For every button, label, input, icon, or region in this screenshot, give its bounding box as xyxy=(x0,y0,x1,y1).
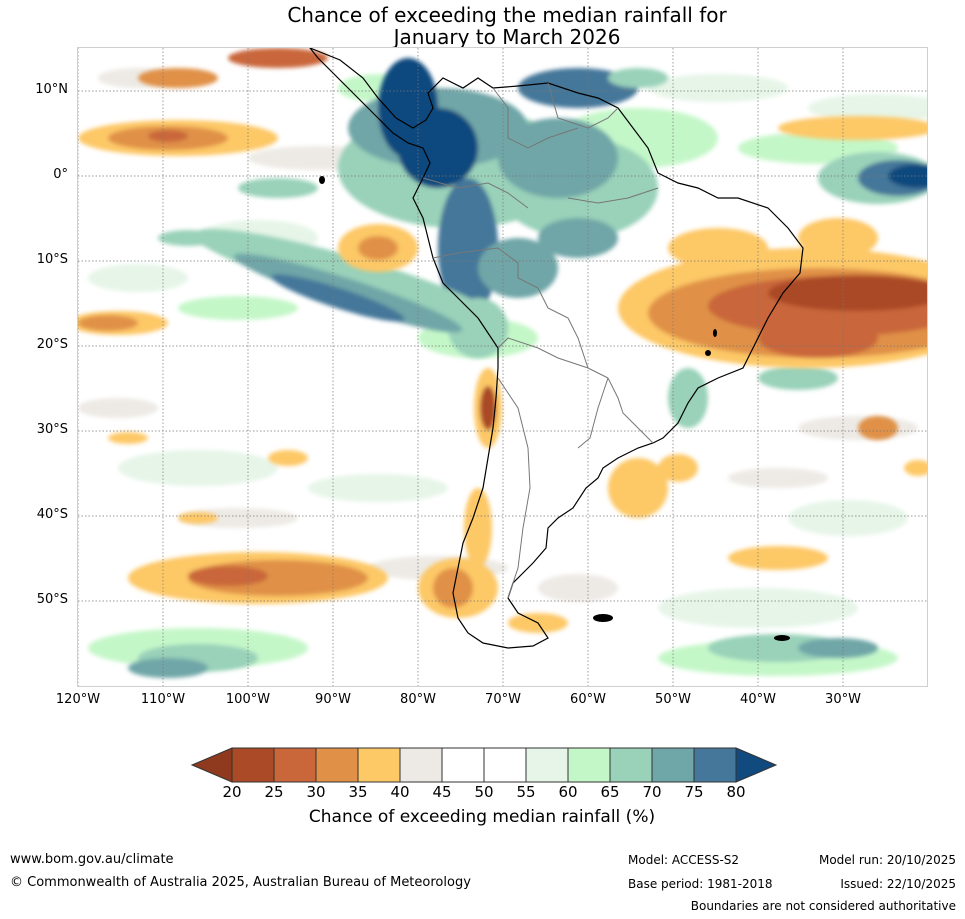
lat-label-10n: 10°N xyxy=(35,82,68,97)
legend-tick-30: 30 xyxy=(306,783,326,801)
model-name: Model: ACCESS-S2 xyxy=(628,853,740,867)
base-period: Base period: 1981-2018 xyxy=(628,877,773,891)
lon-label-80w: 80°W xyxy=(400,692,436,707)
lon-label-90w: 90°W xyxy=(315,692,351,707)
colorbar-bin-50-55 xyxy=(483,747,527,783)
legend-tick-50: 50 xyxy=(474,783,494,801)
lat-label-30s: 30°S xyxy=(36,422,68,437)
legend-tick-55: 55 xyxy=(516,783,536,801)
legend-tick-75: 75 xyxy=(684,783,704,801)
website-link[interactable]: www.bom.gov.au/climate xyxy=(10,852,174,867)
colorbar-high-arrow xyxy=(735,747,778,783)
legend-title: Chance of exceeding median rainfall (%) xyxy=(308,807,656,827)
colorbar-bin-20-25 xyxy=(231,747,275,783)
wet-anomaly-areas xyxy=(128,58,927,678)
colorbar-low-arrow xyxy=(190,747,233,783)
legend-tick-70: 70 xyxy=(642,783,662,801)
colorbar-bin-25-30 xyxy=(273,747,317,783)
lat-label-20s: 20°S xyxy=(36,337,68,352)
lon-label-40w: 40°W xyxy=(740,692,776,707)
model-run-date: Model run: 20/10/2025 xyxy=(818,853,956,867)
copyright-text: © Commonwealth of Australia 2025, Austra… xyxy=(10,875,471,890)
legend-tick-80: 80 xyxy=(726,783,746,801)
lon-label-30w: 30°W xyxy=(825,692,861,707)
colorbar xyxy=(190,747,778,783)
islands xyxy=(319,176,790,641)
colorbar-bin-30-35 xyxy=(315,747,359,783)
colorbar-bin-70-75 xyxy=(651,747,695,783)
lon-label-120w: 120°W xyxy=(55,692,101,707)
country-borders xyxy=(422,82,659,599)
legend-tick-45: 45 xyxy=(432,783,452,801)
south-america-coastline xyxy=(309,48,804,649)
legend-tick-25: 25 xyxy=(264,783,284,801)
lon-label-70w: 70°W xyxy=(485,692,521,707)
lat-label-50s: 50°S xyxy=(36,592,68,607)
issued-date: Issued: 22/10/2025 xyxy=(840,877,956,891)
legend-tick-35: 35 xyxy=(348,783,368,801)
colorbar-bin-60-65 xyxy=(567,747,611,783)
legend-tick-40: 40 xyxy=(390,783,410,801)
lat-label-10s: 10°S xyxy=(36,252,68,267)
colorbar-bin-45-50 xyxy=(441,747,485,783)
colorbar-bin-55-60 xyxy=(525,747,569,783)
boundaries-disclaimer: Boundaries are not considered authoritat… xyxy=(690,899,956,913)
lon-label-110w: 110°W xyxy=(140,692,186,707)
legend-tick-65: 65 xyxy=(600,783,620,801)
rainfall-map xyxy=(77,47,928,687)
lat-label-40s: 40°S xyxy=(36,507,68,522)
title-line-1: Chance of exceeding the median rainfall … xyxy=(287,3,727,27)
lat-label-0: 0° xyxy=(53,167,68,182)
colorbar-bin-40-45 xyxy=(399,747,443,783)
lon-label-100w: 100°W xyxy=(225,692,271,707)
legend-tick-20: 20 xyxy=(222,783,242,801)
title-line-2: January to March 2026 xyxy=(393,25,621,49)
colorbar-bin-35-40 xyxy=(357,747,401,783)
graticule xyxy=(78,48,927,686)
dry-anomaly-areas xyxy=(78,48,927,633)
colorbar-bin-75-80 xyxy=(693,747,737,783)
map-title: Chance of exceeding the median rainfall … xyxy=(0,4,965,48)
legend-tick-60: 60 xyxy=(558,783,578,801)
rainfall-map-svg xyxy=(78,48,927,686)
lon-label-50w: 50°W xyxy=(655,692,691,707)
lon-label-60w: 60°W xyxy=(570,692,606,707)
colorbar-bin-65-70 xyxy=(609,747,653,783)
